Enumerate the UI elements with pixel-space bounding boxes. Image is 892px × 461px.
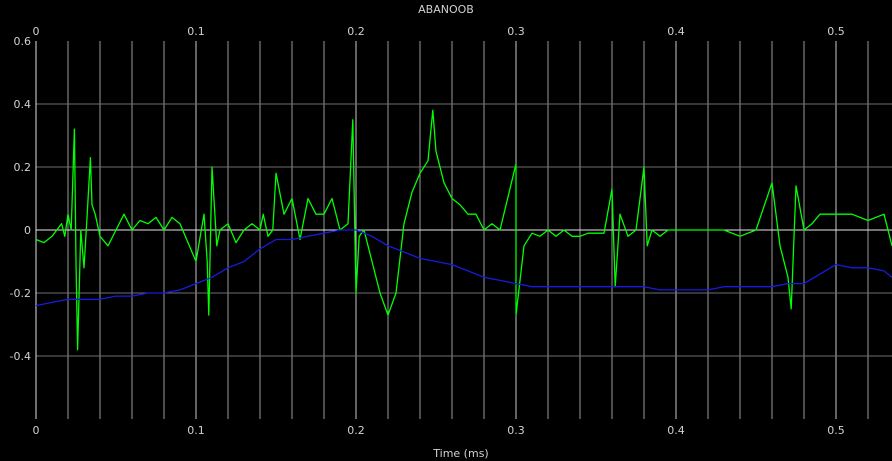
y-tick-label: 0.2 xyxy=(14,161,32,174)
y-tick-label: -0.2 xyxy=(10,287,31,300)
chart-title: ABANOOB xyxy=(418,3,474,16)
bottom-x-tick-labels: 0 0.1 0.2 0.3 0.4 0.5 xyxy=(33,424,845,437)
y-tick-label: 0 xyxy=(24,224,31,237)
top-x-tick-label: 0.3 xyxy=(507,25,525,38)
horizontal-gridlines xyxy=(36,103,892,357)
bottom-x-tick-label: 0 xyxy=(33,424,40,437)
series-group xyxy=(35,109,892,351)
top-x-tick-label: 0.1 xyxy=(187,25,205,38)
bottom-x-tick-label: 0.4 xyxy=(667,424,685,437)
bottom-x-tick-label: 0.2 xyxy=(347,424,365,437)
bottom-x-tick-label: 0.5 xyxy=(827,424,845,437)
y-tick-label: 0.4 xyxy=(14,98,32,111)
y-tick-labels: 0.6 0.4 0.2 0 -0.2 -0.4 xyxy=(10,35,31,363)
top-x-tick-label: 0.5 xyxy=(827,25,845,38)
top-x-tick-label: 0.4 xyxy=(667,25,685,38)
series-line-1 xyxy=(35,109,892,351)
bottom-x-tick-label: 0.3 xyxy=(507,424,525,437)
top-x-tick-labels: 0 0.1 0.2 0.3 0.4 0.5 xyxy=(33,25,845,38)
y-tick-label: -0.4 xyxy=(10,350,31,363)
x-axis-label: Time (ms) xyxy=(432,447,488,460)
top-x-tick-label: 0 xyxy=(33,25,40,38)
y-tick-label: 0.6 xyxy=(14,35,32,48)
top-x-tick-label: 0.2 xyxy=(347,25,365,38)
series-line-2 xyxy=(35,229,892,307)
bottom-x-tick-label: 0.1 xyxy=(187,424,205,437)
